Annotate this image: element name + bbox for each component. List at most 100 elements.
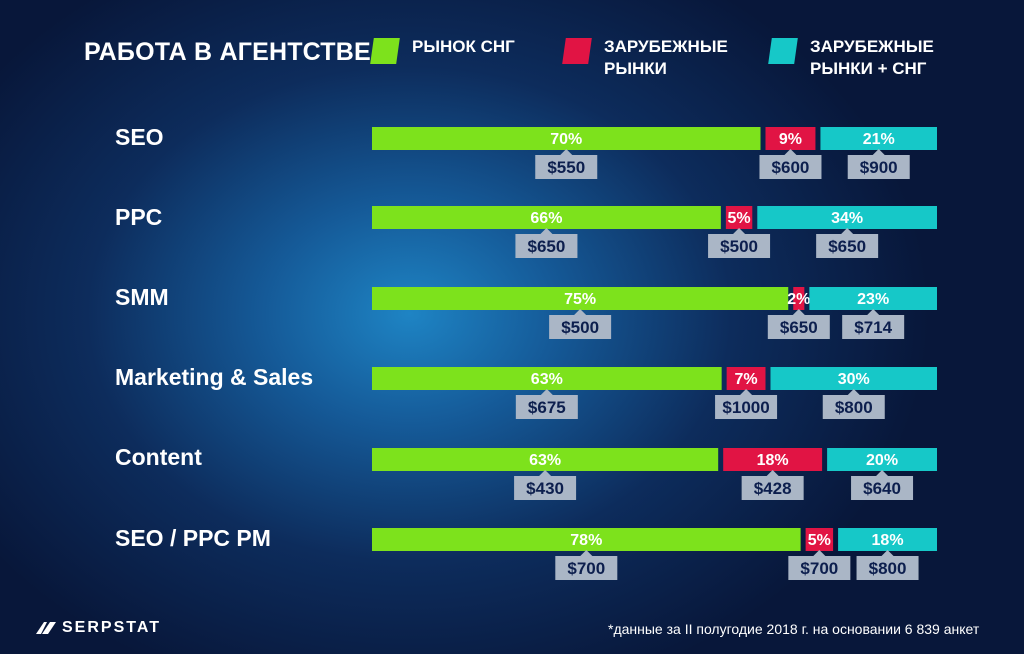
bar-2-foreign-cis-percent-label: 34%	[831, 210, 863, 227]
bar-5-foreign-percent-label: 18%	[757, 452, 789, 469]
bar-6-foreign-cis-salary-pointer	[881, 550, 894, 556]
bar-6-foreign-cis-percent-label: 18%	[872, 532, 904, 549]
bar-2-cis	[372, 206, 721, 229]
bar-3-foreign-cis-salary-tag	[842, 315, 905, 339]
bar-5-foreign	[723, 448, 823, 471]
row-label-marketing-sales: Marketing & Sales	[115, 364, 314, 390]
bar-2-foreign-cis	[757, 206, 937, 229]
bar-5-foreign-salary-pointer	[766, 470, 779, 476]
bar-6-cis-salary-tag	[555, 556, 618, 580]
bar-4-foreign-cis	[770, 367, 937, 390]
bar-1-foreign-cis-salary-pointer	[872, 149, 885, 155]
bar-6-foreign-cis-salary-tag	[856, 556, 919, 580]
bar-6-cis-percent-label: 78%	[570, 532, 602, 549]
bar-2-foreign-salary-pointer	[733, 228, 746, 234]
bar-4-foreign-cis-salary-tag	[822, 395, 885, 419]
bar-4-cis-salary-label: $675	[528, 398, 566, 417]
bar-2-foreign	[725, 206, 753, 229]
bar-2-foreign-salary-tag	[708, 234, 771, 258]
row-label-ppc: PPC	[115, 204, 163, 230]
bar-1-foreign-cis-salary-label: $900	[860, 158, 898, 177]
bar-5-cis-salary-tag	[514, 476, 577, 500]
bar-3-cis-salary-label: $500	[561, 318, 599, 337]
bar-6-foreign-salary-pointer	[813, 550, 826, 556]
bar-5-foreign-salary-tag	[741, 476, 804, 500]
bar-5-foreign-cis-salary-tag	[851, 476, 914, 500]
bar-4-foreign-percent-label: 7%	[735, 371, 758, 388]
legend-label-foreign-cis: ЗАРУБЕЖНЫЕ РЫНКИ + СНГ	[810, 37, 934, 78]
bar-1-foreign-percent-label: 9%	[779, 131, 802, 148]
bar-5-cis	[372, 448, 719, 471]
row-label-seo-ppc-pm: SEO / PPC PM	[115, 525, 271, 551]
bar-1-cis-percent-label: 70%	[550, 131, 582, 148]
legend-item-foreign-cis: ЗАРУБЕЖНЫЕ РЫНКИ + СНГ	[768, 36, 950, 80]
chart-title: РАБОТА В АГЕНТСТВЕ	[84, 38, 371, 66]
bar-1-foreign-cis-percent-label: 21%	[863, 131, 895, 148]
bar-3-foreign-cis-salary-pointer	[867, 309, 880, 315]
bar-2-foreign-cis-salary-tag	[816, 234, 879, 258]
bar-4-foreign-salary-pointer	[740, 389, 753, 395]
bar-3-cis-percent-label: 75%	[564, 291, 596, 308]
bar-5-foreign-cis-salary-pointer	[876, 470, 889, 476]
row-label-seo: SEO	[115, 124, 164, 150]
bar-3-foreign-salary-label: $650	[780, 318, 818, 337]
bar-3-foreign-cis-salary-label: $714	[854, 318, 892, 337]
bar-1-cis-salary-label: $550	[547, 158, 585, 177]
bar-4-foreign	[726, 367, 766, 390]
bar-6-foreign-cis	[838, 528, 937, 551]
bar-6-cis-salary-label: $700	[567, 559, 605, 578]
legend-label-foreign: ЗАРУБЕЖНЫЕ РЫНКИ	[604, 37, 728, 78]
legend-item-foreign: ЗАРУБЕЖНЫЕ РЫНКИ	[562, 36, 744, 80]
bar-3-foreign-salary-tag	[767, 315, 830, 339]
bar-2-foreign-percent-label: 5%	[728, 210, 751, 227]
bar-5-foreign-cis	[827, 448, 937, 471]
bar-6-cis-salary-pointer	[580, 550, 593, 556]
bar-4-cis-salary-pointer	[540, 389, 553, 395]
bar-2-cis-percent-label: 66%	[530, 210, 562, 227]
bar-5-foreign-cis-salary-label: $640	[863, 479, 901, 498]
bar-3-cis	[372, 287, 789, 310]
bar-1-foreign-salary-tag	[759, 155, 822, 179]
bar-3-foreign-salary-pointer	[792, 309, 805, 315]
row-label-content: Content	[115, 444, 202, 470]
legend-label-cis: РЫНОК СНГ	[412, 37, 515, 56]
bar-5-cis-salary-label: $430	[526, 479, 564, 498]
bar-6-cis	[372, 528, 801, 551]
bar-4-foreign-salary-label: $1000	[722, 398, 769, 417]
serpstat-logo-icon	[36, 622, 56, 634]
bar-6-foreign-cis-salary-label: $800	[869, 559, 907, 578]
bar-4-foreign-salary-tag	[715, 395, 778, 419]
bar-5-foreign-salary-label: $428	[754, 479, 792, 498]
bar-2-foreign-cis-salary-label: $650	[828, 237, 866, 256]
bar-4-cis	[372, 367, 722, 390]
bar-6-foreign-salary-label: $700	[800, 559, 838, 578]
bar-5-cis-percent-label: 63%	[529, 452, 561, 469]
bar-6-foreign-salary-tag	[788, 556, 851, 580]
bar-2-cis-salary-pointer	[540, 228, 553, 234]
footnote: *данные за II полугодие 2018 г. на основ…	[608, 621, 980, 637]
bar-4-foreign-cis-salary-label: $800	[835, 398, 873, 417]
bar-1-cis-salary-tag	[535, 155, 598, 179]
bar-1-foreign-salary-label: $600	[772, 158, 810, 177]
bar-3-foreign-cis	[809, 287, 937, 310]
bar-6-foreign	[805, 528, 834, 551]
bar-1-cis-salary-pointer	[560, 149, 573, 155]
bar-1-foreign-cis	[820, 127, 937, 150]
bar-3-foreign-percent-label: 2%	[787, 291, 810, 308]
bar-3-foreign-cis-percent-label: 23%	[857, 291, 889, 308]
bar-4-cis-salary-tag	[515, 395, 578, 419]
bar-4-foreign-cis-salary-pointer	[847, 389, 860, 395]
bar-3-cis-salary-tag	[549, 315, 612, 339]
bar-1-foreign-salary-pointer	[784, 149, 797, 155]
bar-5-cis-salary-pointer	[539, 470, 552, 476]
bar-2-foreign-cis-salary-pointer	[841, 228, 854, 234]
bar-2-foreign-salary-label: $500	[720, 237, 758, 256]
bar-1-cis	[372, 127, 761, 150]
bar-3-cis-salary-pointer	[574, 309, 587, 315]
legend-item-cis: РЫНОК СНГ	[370, 36, 552, 64]
logo-text: SERPSTAT	[62, 619, 161, 636]
bar-1-foreign	[765, 127, 816, 150]
bar-6-foreign-percent-label: 5%	[808, 532, 831, 549]
